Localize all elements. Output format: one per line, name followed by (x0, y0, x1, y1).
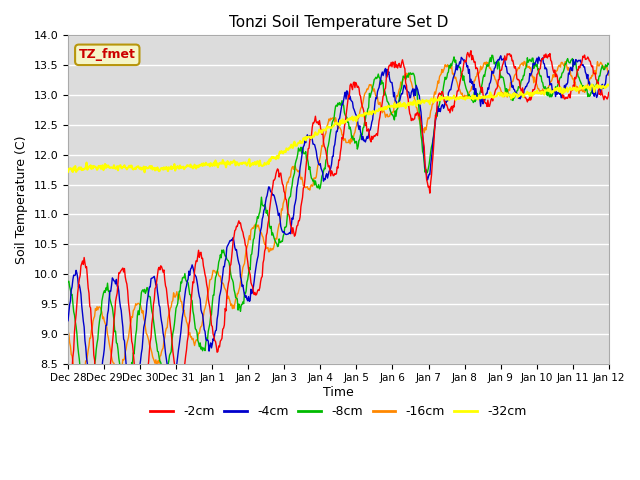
-8cm (605, 61, 612, 67)
Y-axis label: Soil Temperature (C): Soil Temperature (C) (15, 135, 28, 264)
-32cm (241, 159, 249, 165)
Line: -32cm: -32cm (68, 84, 609, 172)
-4cm (209, 336, 217, 342)
-8cm (209, 292, 217, 298)
-32cm (79, 167, 87, 173)
-32cm (209, 162, 217, 168)
-2cm (100, 420, 108, 425)
-2cm (209, 331, 217, 337)
-8cm (241, 291, 249, 297)
-4cm (64, 318, 72, 324)
-8cm (64, 279, 72, 285)
-2cm (556, 84, 563, 90)
Text: TZ_fmet: TZ_fmet (79, 48, 136, 61)
-2cm (605, 90, 612, 96)
-8cm (79, 390, 87, 396)
X-axis label: Time: Time (323, 386, 354, 399)
-16cm (80, 364, 88, 370)
-16cm (556, 62, 563, 68)
-2cm (467, 48, 475, 54)
-32cm (604, 82, 612, 87)
Line: -4cm: -4cm (68, 56, 609, 410)
Title: Tonzi Soil Temperature Set D: Tonzi Soil Temperature Set D (228, 15, 448, 30)
-8cm (82, 397, 90, 403)
-8cm (153, 341, 161, 347)
-4cm (497, 53, 504, 59)
-2cm (79, 262, 87, 267)
-4cm (89, 407, 97, 413)
-8cm (521, 66, 529, 72)
-16cm (241, 253, 249, 259)
-32cm (141, 169, 148, 175)
-32cm (64, 169, 72, 175)
-32cm (520, 92, 528, 97)
-2cm (241, 242, 249, 248)
-2cm (153, 278, 161, 284)
-32cm (153, 167, 161, 172)
Legend: -2cm, -4cm, -8cm, -16cm, -32cm: -2cm, -4cm, -8cm, -16cm, -32cm (145, 400, 531, 423)
-16cm (77, 378, 84, 384)
-4cm (521, 86, 529, 92)
-8cm (488, 52, 496, 58)
Line: -16cm: -16cm (68, 61, 609, 381)
-16cm (605, 72, 612, 78)
-4cm (79, 318, 87, 324)
-4cm (605, 68, 612, 74)
-2cm (64, 407, 72, 413)
-16cm (521, 59, 529, 65)
-32cm (555, 88, 563, 94)
-4cm (153, 281, 161, 287)
-4cm (241, 294, 249, 300)
Line: -8cm: -8cm (68, 55, 609, 400)
-16cm (520, 59, 528, 64)
-4cm (556, 91, 563, 97)
Line: -2cm: -2cm (68, 51, 609, 422)
-32cm (605, 83, 612, 88)
-2cm (521, 95, 529, 100)
-16cm (153, 362, 161, 368)
-16cm (209, 267, 217, 273)
-8cm (556, 76, 563, 82)
-16cm (64, 328, 72, 334)
